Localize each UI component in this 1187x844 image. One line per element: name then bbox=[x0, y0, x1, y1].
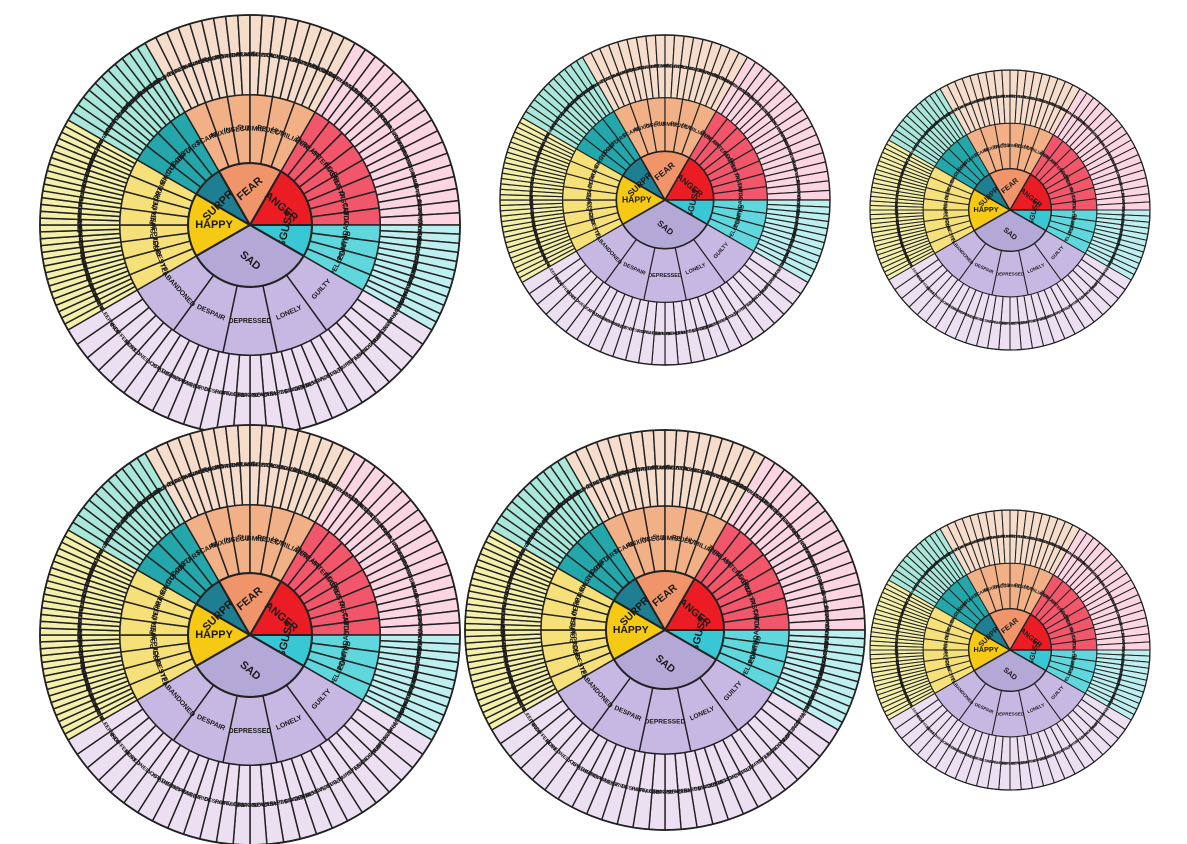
emotion-word-mid: DEPRESSED bbox=[996, 271, 1025, 276]
feelings-wheel-1[interactable]: AROUSED CHEEKY ENERGETIC ANIMATED SENSITIVE I… bbox=[20, 0, 480, 455]
core-label-happy: HAPPY bbox=[622, 194, 652, 204]
emotion-word-mid: DEPRESSED bbox=[648, 273, 682, 279]
feelings-wheel-5[interactable]: AROUSED CHEEKY ENERGETIC ANIMATED SENSITIVE I… bbox=[445, 410, 885, 844]
feelings-wheel-6[interactable]: AROUSED CHEEKY ENERGETIC ANIMATED SENSITIVE I… bbox=[850, 490, 1170, 810]
core-label-happy: HAPPY bbox=[195, 629, 233, 641]
emotion-word-mid: DEPRESSED bbox=[996, 711, 1025, 716]
core-label-happy: HAPPY bbox=[613, 625, 649, 636]
emotion-word-mid: DEPRESSED bbox=[229, 728, 272, 735]
core-label-happy: HAPPY bbox=[195, 219, 233, 231]
emotion-word-mid: DEPRESSED bbox=[645, 718, 686, 725]
feelings-wheel-2[interactable]: AROUSED CHEEKY ENERGETIC ANIMATED SENSITIVE I… bbox=[480, 15, 850, 385]
core-label-happy: HAPPY bbox=[974, 205, 999, 214]
emotion-word-mid: DEPRESSED bbox=[229, 318, 272, 325]
feelings-wheel-grid: AROUSED CHEEKY ENERGETIC ANIMATED SENSITIVE I… bbox=[0, 0, 1187, 844]
feelings-wheel-4[interactable]: AROUSED CHEEKY ENERGETIC ANIMATED SENSITIVE I… bbox=[20, 405, 480, 844]
core-label-happy: HAPPY bbox=[974, 645, 999, 654]
feelings-wheel-3[interactable]: AROUSED CHEEKY ENERGETIC ANIMATED SENSITIVE I… bbox=[850, 50, 1170, 370]
